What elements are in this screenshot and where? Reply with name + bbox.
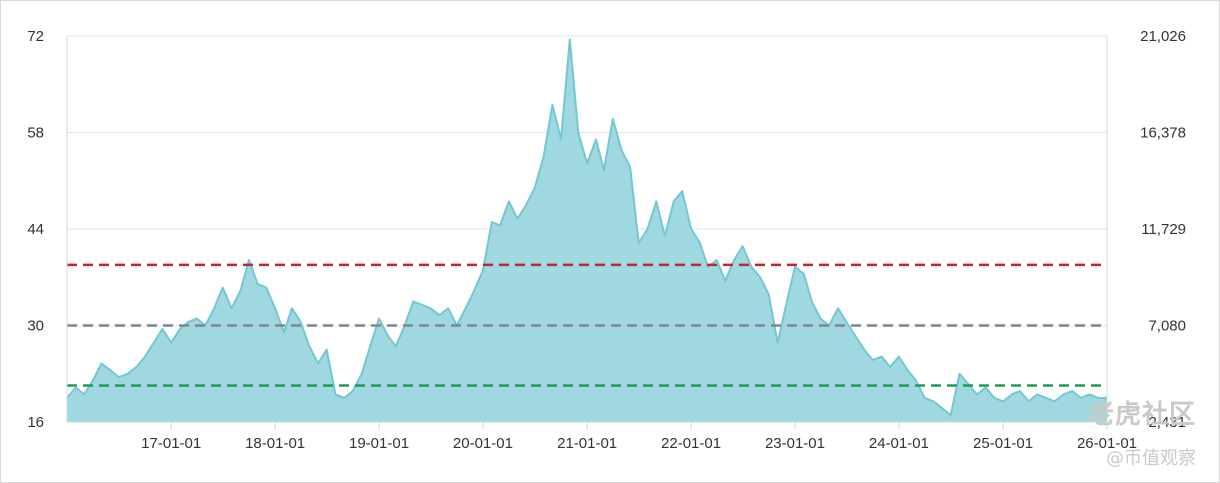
reference-lines: [67, 263, 1107, 387]
x-tick-label: 25-01-01: [973, 435, 1033, 452]
y-right-tick-label: 11,729: [1141, 221, 1186, 238]
y-left-tick-label: 72: [27, 28, 44, 45]
x-tick-labels: 17-01-01 18-01-01 19-01-01 20-01-01 21-01-01…: [141, 422, 1137, 452]
watermark-handle: @币值观察: [1106, 448, 1196, 469]
y-right-tick-label: 16,378: [1140, 125, 1186, 142]
y-right-tick-label: 2,431: [1148, 414, 1186, 431]
x-tick-label: 26-01-01: [1077, 435, 1137, 452]
x-tick-label: 22-01-01: [661, 435, 721, 452]
y-right-tick-labels: 2,431 7,080 11,729 16,378 21,026: [1140, 28, 1186, 431]
x-tick-label: 21-01-01: [557, 435, 617, 452]
x-tick-label: 19-01-01: [349, 435, 409, 452]
series-line: [66, 38, 1107, 417]
y-right-tick-label: 21,026: [1140, 28, 1186, 45]
area-fill: [67, 39, 1107, 423]
y-left-tick-label: 44: [27, 221, 44, 238]
x-tick-label: 18-01-01: [245, 435, 305, 452]
y-left-tick-labels: 16 30 44 58 72: [27, 28, 44, 431]
x-tick-label: 23-01-01: [765, 435, 825, 452]
x-tick-label: 24-01-01: [869, 435, 929, 452]
watermark-logo-text: 老虎社区: [1087, 400, 1196, 430]
y-left-tick-label: 16: [27, 414, 44, 431]
x-tick-label: 17-01-01: [141, 435, 201, 452]
y-left-tick-label: 58: [27, 125, 44, 142]
y-left-tick-label: 30: [27, 318, 44, 335]
y-right-tick-label: 7,080: [1148, 318, 1186, 335]
x-tick-label: 20-01-01: [453, 435, 513, 452]
series-area: [66, 38, 1107, 423]
